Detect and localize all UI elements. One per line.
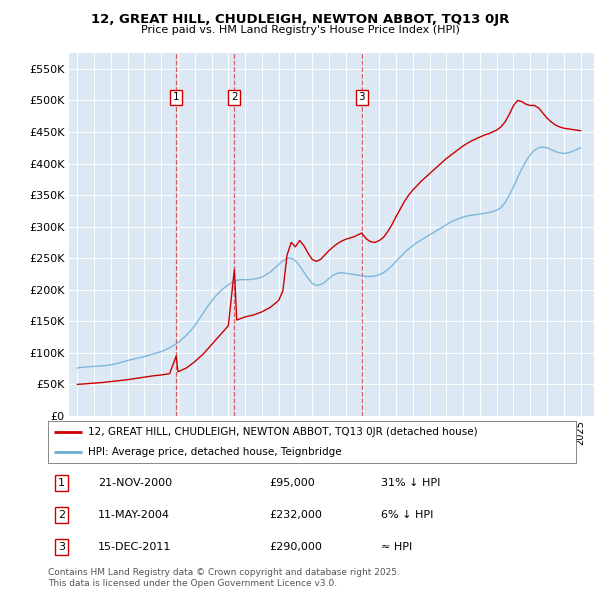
Text: 12, GREAT HILL, CHUDLEIGH, NEWTON ABBOT, TQ13 0JR (detached house): 12, GREAT HILL, CHUDLEIGH, NEWTON ABBOT,… <box>88 427 477 437</box>
Text: 21-NOV-2000: 21-NOV-2000 <box>98 478 172 488</box>
Text: 6% ↓ HPI: 6% ↓ HPI <box>380 510 433 520</box>
Text: 31% ↓ HPI: 31% ↓ HPI <box>380 478 440 488</box>
Text: ≈ HPI: ≈ HPI <box>380 542 412 552</box>
Text: £95,000: £95,000 <box>270 478 316 488</box>
Text: HPI: Average price, detached house, Teignbridge: HPI: Average price, detached house, Teig… <box>88 447 341 457</box>
Text: 2: 2 <box>58 510 65 520</box>
Text: £232,000: £232,000 <box>270 510 323 520</box>
Text: Price paid vs. HM Land Registry's House Price Index (HPI): Price paid vs. HM Land Registry's House … <box>140 25 460 35</box>
Text: 2: 2 <box>231 92 238 102</box>
Text: 1: 1 <box>58 478 65 488</box>
Text: 11-MAY-2004: 11-MAY-2004 <box>98 510 170 520</box>
Text: 15-DEC-2011: 15-DEC-2011 <box>98 542 172 552</box>
Text: Contains HM Land Registry data © Crown copyright and database right 2025.
This d: Contains HM Land Registry data © Crown c… <box>48 568 400 588</box>
Text: 3: 3 <box>58 542 65 552</box>
Text: 12, GREAT HILL, CHUDLEIGH, NEWTON ABBOT, TQ13 0JR: 12, GREAT HILL, CHUDLEIGH, NEWTON ABBOT,… <box>91 13 509 26</box>
Text: £290,000: £290,000 <box>270 542 323 552</box>
Text: 1: 1 <box>173 92 179 102</box>
Text: 3: 3 <box>359 92 365 102</box>
